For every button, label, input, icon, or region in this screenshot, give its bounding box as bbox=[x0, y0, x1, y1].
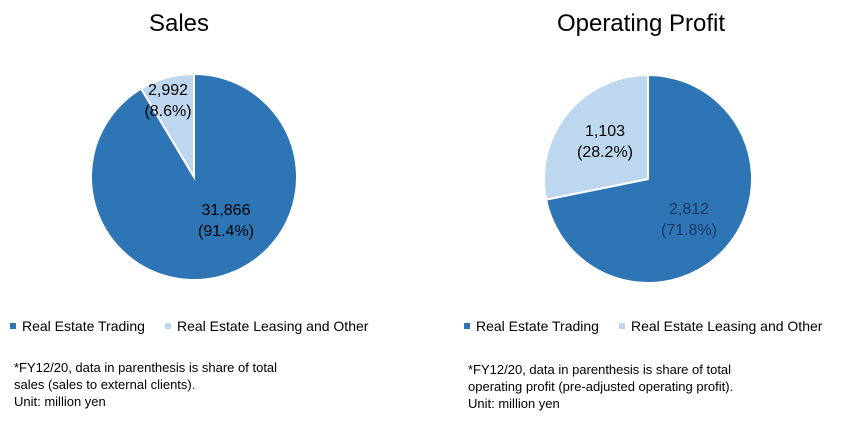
note-line: *FY12/20, data in parenthesis is share o… bbox=[14, 360, 278, 375]
legend-item-trading: Real Estate Trading bbox=[10, 318, 145, 334]
data-label-share: (71.8%) bbox=[661, 222, 717, 239]
legend-swatch bbox=[164, 323, 171, 329]
sales-chart-panel: Sales 31,866 (91.4%) 2,992 (8.6%) Real Esta… bbox=[0, 0, 422, 425]
legend-item-leasing: Real Estate Leasing and Other bbox=[618, 318, 823, 334]
legend-label: Real Estate Trading bbox=[476, 318, 599, 334]
data-label-share: (91.4%) bbox=[198, 223, 254, 240]
legend-label: Real Estate Trading bbox=[22, 318, 145, 334]
note-line: operating profit (pre-adjusted operating… bbox=[468, 379, 734, 394]
pie-slice bbox=[139, 72, 195, 181]
data-label-share: (28.2%) bbox=[577, 144, 633, 161]
data-label-value: 1,103 bbox=[585, 123, 625, 140]
chart-title: Sales bbox=[148, 10, 210, 37]
note-line: sales (sales to external clients). bbox=[14, 377, 196, 392]
sales-pie-chart: 31,866 (91.4%) 2,992 (8.6%) bbox=[90, 72, 298, 281]
chart-legend: Real Estate Trading Real Estate Leasing … bbox=[464, 318, 842, 334]
legend-label: Real Estate Leasing and Other bbox=[176, 318, 369, 334]
chart-legend: Real Estate Trading Real Estate Leasing … bbox=[10, 318, 388, 334]
chart-title: Operating Profit bbox=[556, 10, 726, 37]
legend-label: Real Estate Leasing and Other bbox=[630, 318, 823, 334]
legend-swatch bbox=[618, 323, 625, 329]
note-line: Unit: million yen bbox=[468, 396, 560, 411]
legend-item-leasing: Real Estate Leasing and Other bbox=[164, 318, 369, 334]
data-label-value: 31,866 bbox=[202, 202, 251, 219]
chart-note: *FY12/20, data in parenthesis is share o… bbox=[14, 359, 334, 410]
chart-note: *FY12/20, data in parenthesis is share o… bbox=[468, 361, 788, 412]
operating-profit-pie-chart: 2,812 (71.8%) 1,103 (28.2%) bbox=[543, 73, 753, 284]
note-line: *FY12/20, data in parenthesis is share o… bbox=[468, 362, 732, 377]
data-label-value: 2,812 bbox=[669, 201, 709, 218]
legend-item-trading: Real Estate Trading bbox=[464, 318, 599, 334]
legend-swatch bbox=[464, 323, 470, 329]
data-label-share: (8.6%) bbox=[144, 103, 191, 120]
note-line: Unit: million yen bbox=[14, 394, 106, 409]
legend-swatch bbox=[10, 323, 16, 329]
operating-profit-chart-panel: Operating Profit 2,812 (71.8%) 1,103 (28.2%… bbox=[422, 0, 844, 425]
data-label-value: 2,992 bbox=[148, 82, 188, 99]
pie-slice bbox=[543, 73, 649, 201]
